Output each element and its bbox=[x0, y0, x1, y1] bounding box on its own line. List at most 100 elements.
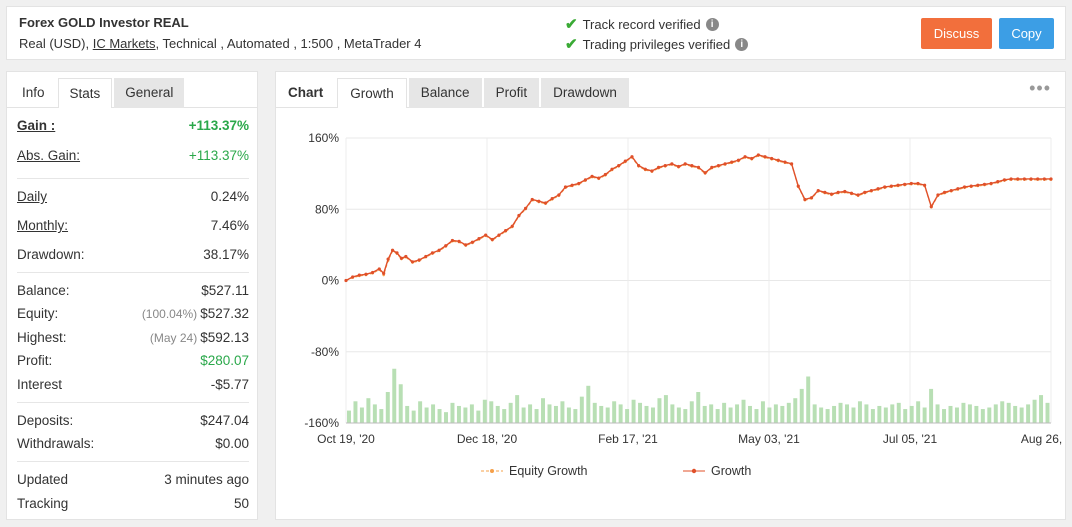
daily-label[interactable]: Daily bbox=[17, 189, 48, 204]
abs-gain-label[interactable]: Abs. Gain: bbox=[17, 148, 81, 163]
growth-point bbox=[464, 243, 468, 247]
copy-button[interactable]: Copy bbox=[999, 18, 1054, 49]
growth-point bbox=[437, 248, 441, 252]
info-icon[interactable]: i bbox=[705, 17, 719, 31]
growth-point bbox=[809, 196, 814, 200]
growth-point bbox=[470, 240, 474, 244]
tab-growth[interactable]: Growth bbox=[337, 78, 407, 108]
growth-point bbox=[856, 193, 860, 197]
check-icon: ✔ bbox=[565, 36, 578, 53]
track-record-label: Track record verified bbox=[582, 16, 701, 32]
tab-stats[interactable]: Stats bbox=[57, 78, 113, 108]
info-icon[interactable]: i bbox=[735, 37, 749, 51]
stat-highest: Highest: (May 24) $592.13 bbox=[17, 330, 249, 345]
volume-bar bbox=[980, 409, 985, 423]
growth-point bbox=[583, 178, 588, 182]
stat-balance: Balance: $527.11 bbox=[17, 283, 249, 298]
growth-point bbox=[504, 229, 508, 233]
volume-bar bbox=[967, 404, 972, 423]
withdrawals-label: Withdrawals: bbox=[17, 436, 95, 451]
volume-bar bbox=[379, 409, 384, 423]
growth-point bbox=[490, 237, 494, 242]
volume-bar bbox=[431, 404, 436, 423]
growth-point bbox=[756, 153, 760, 157]
growth-point bbox=[909, 181, 913, 186]
growth-point bbox=[344, 278, 348, 283]
volume-bar bbox=[689, 401, 694, 423]
stat-equity: Equity: (100.04%) $527.32 bbox=[17, 306, 249, 321]
divider bbox=[17, 402, 249, 403]
account-details: , Technical , Automated , 1:500 , MetaTr… bbox=[155, 36, 422, 51]
volume-bar bbox=[702, 405, 707, 423]
legend-equity-label: Equity Growth bbox=[509, 464, 588, 478]
gain-label[interactable]: Gain : bbox=[17, 118, 56, 133]
growth-point bbox=[1002, 178, 1007, 182]
discuss-button[interactable]: Discuss bbox=[921, 18, 992, 49]
volume-bar bbox=[463, 407, 468, 423]
volume-bar bbox=[515, 395, 520, 423]
growth-point bbox=[1016, 177, 1020, 181]
growth-line bbox=[345, 154, 1051, 282]
tab-info[interactable]: Info bbox=[22, 85, 45, 100]
x-tick-label: Jul 05, '21 bbox=[883, 432, 938, 446]
tab-general[interactable]: General bbox=[114, 78, 185, 108]
volume-bar bbox=[411, 410, 416, 423]
volume-bar bbox=[877, 405, 882, 423]
highest-value: $592.13 bbox=[200, 330, 249, 345]
volume-bar bbox=[987, 407, 992, 423]
growth-point bbox=[382, 271, 386, 275]
growth-point bbox=[590, 174, 594, 178]
tab-balance[interactable]: Balance bbox=[408, 78, 482, 108]
volume-bar bbox=[534, 409, 539, 423]
profit-value: $280.07 bbox=[200, 353, 249, 368]
growth-point bbox=[444, 244, 448, 248]
x-tick-label: Aug 26, '21 bbox=[1021, 432, 1065, 446]
growth-point bbox=[996, 180, 1000, 184]
volume-bar bbox=[495, 405, 500, 423]
growth-point bbox=[1049, 177, 1053, 181]
volume-bar bbox=[728, 407, 733, 423]
stat-drawdown: Drawdown: 38.17% bbox=[17, 247, 249, 262]
volume-bar bbox=[1019, 407, 1024, 423]
y-tick-label: 80% bbox=[315, 202, 339, 216]
growth-point bbox=[816, 188, 820, 193]
growth-point bbox=[1009, 177, 1013, 181]
volume-bar bbox=[709, 404, 714, 423]
growth-point bbox=[703, 171, 707, 175]
volume-bar bbox=[1006, 402, 1011, 423]
broker-link[interactable]: IC Markets bbox=[92, 36, 156, 51]
legend-growth[interactable]: Growth bbox=[683, 464, 751, 478]
equity-label: Equity: bbox=[17, 306, 59, 321]
x-tick-label: May 03, '21 bbox=[738, 432, 800, 446]
volume-bar bbox=[418, 401, 423, 423]
volume-bar bbox=[942, 409, 947, 423]
legend-equity-growth[interactable]: Equity Growth bbox=[481, 464, 588, 478]
growth-point bbox=[617, 164, 621, 168]
growth-point bbox=[650, 169, 654, 173]
volume-bar bbox=[961, 402, 966, 423]
growth-point bbox=[670, 162, 674, 166]
growth-point bbox=[530, 197, 534, 202]
volume-bar bbox=[741, 399, 746, 423]
growth-point bbox=[710, 165, 714, 169]
interest-label: Interest bbox=[17, 377, 63, 392]
growth-point bbox=[395, 251, 399, 255]
x-tick-label: Oct 19, '20 bbox=[317, 432, 375, 446]
volume-bar bbox=[832, 405, 837, 423]
growth-point bbox=[550, 196, 554, 201]
volume-bar bbox=[553, 405, 558, 423]
growth-point bbox=[936, 193, 940, 197]
tab-profit[interactable]: Profit bbox=[483, 78, 540, 108]
growth-point bbox=[390, 248, 395, 252]
volume-bar bbox=[599, 405, 604, 423]
volume-bar bbox=[1013, 405, 1018, 423]
volume-bar bbox=[437, 409, 442, 423]
tab-drawdown[interactable]: Drawdown bbox=[541, 78, 629, 108]
monthly-label[interactable]: Monthly: bbox=[17, 218, 69, 233]
growth-point bbox=[949, 188, 953, 193]
account-title: Forex GOLD Investor REAL bbox=[19, 15, 189, 30]
volume-bar bbox=[948, 405, 953, 423]
volume-bar bbox=[683, 409, 688, 423]
x-tick-label: Feb 17, '21 bbox=[598, 432, 658, 446]
more-options-icon[interactable]: ••• bbox=[1029, 78, 1051, 98]
